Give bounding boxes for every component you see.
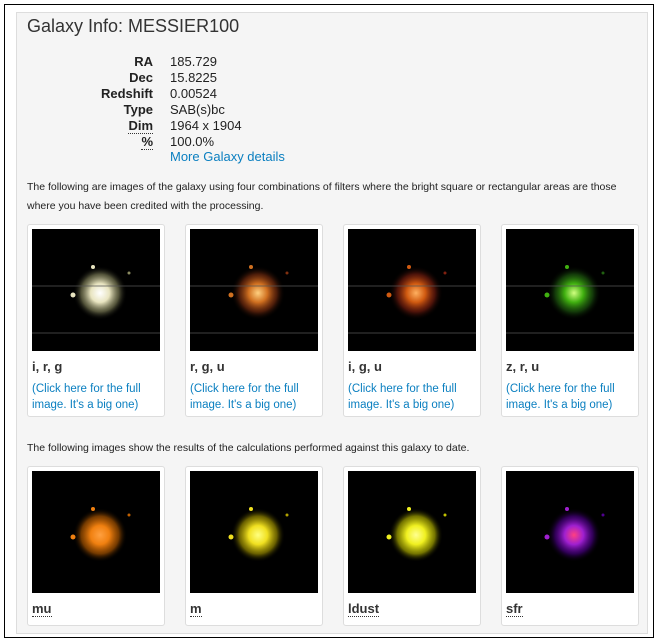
info-value: 15.8225 — [170, 70, 217, 85]
frame — [4, 4, 654, 638]
galaxy-image[interactable] — [32, 229, 160, 351]
galaxy-image[interactable] — [348, 229, 476, 351]
result-card: sfr — [501, 466, 639, 626]
galaxy-image[interactable] — [506, 229, 634, 351]
card-caption: r, g, u — [190, 359, 225, 374]
card-caption-text: mu — [32, 601, 52, 617]
info-label-text: Dim — [128, 118, 153, 134]
galaxy-image[interactable] — [190, 471, 318, 593]
page-title: Galaxy Info: MESSIER100 — [27, 16, 240, 36]
result-card: m — [185, 466, 323, 626]
card-caption: z, r, u — [506, 359, 540, 374]
galaxy-image[interactable] — [348, 471, 476, 593]
card-caption: ldust — [348, 601, 380, 617]
info-value: 1964 x 1904 — [170, 118, 242, 133]
card-caption: m — [190, 601, 202, 617]
info-label: % — [33, 134, 153, 150]
full-image-link[interactable]: (Click here for the full image. It's a b… — [190, 383, 299, 411]
filter-card: z, r, u (Click here for the full image. I… — [501, 224, 639, 417]
info-label-text: Redshift — [101, 86, 153, 101]
info-label-text: Dec — [129, 70, 153, 85]
filter-card: i, r, g (Click here for the full image. I… — [27, 224, 165, 417]
info-label: Type — [33, 102, 153, 117]
full-image-link[interactable]: (Click here for the full image. It's a b… — [32, 383, 141, 411]
info-label: Redshift — [33, 86, 153, 101]
info-label: RA — [33, 54, 153, 69]
card-caption-text: ldust — [348, 601, 380, 617]
card-caption: sfr — [506, 601, 523, 617]
card-caption: i, r, g — [32, 359, 63, 374]
galaxy-image[interactable] — [506, 471, 634, 593]
card-caption-text: sfr — [506, 601, 523, 617]
info-value: 0.00524 — [170, 86, 217, 101]
card-caption: mu — [32, 601, 52, 617]
galaxy-image[interactable] — [190, 229, 318, 351]
info-label: Dec — [33, 70, 153, 85]
full-image-link[interactable]: (Click here for the full image. It's a b… — [348, 383, 457, 411]
info-value: 185.729 — [170, 54, 217, 69]
info-label-text: Type — [123, 102, 153, 117]
filter-card: r, g, u (Click here for the full image. I… — [185, 224, 323, 417]
intro-text: The following images show the results of… — [27, 442, 470, 454]
galaxy-image[interactable] — [32, 471, 160, 593]
filter-card: i, g, u (Click here for the full image. I… — [343, 224, 481, 417]
info-label-text: % — [141, 134, 153, 150]
info-label: Dim — [33, 118, 153, 134]
full-image-link[interactable]: (Click here for the full image. It's a b… — [506, 383, 615, 411]
intro-text: The following are images of the galaxy u… — [27, 181, 617, 212]
more-details-link[interactable]: More Galaxy details — [170, 149, 285, 164]
result-card: mu — [27, 466, 165, 626]
card-caption: i, g, u — [348, 359, 382, 374]
info-value: SAB(s)bc — [170, 102, 225, 117]
info-value: 100.0% — [170, 134, 215, 149]
result-card: ldust — [343, 466, 481, 626]
card-caption-text: m — [190, 601, 202, 617]
info-label-text: RA — [134, 54, 153, 69]
